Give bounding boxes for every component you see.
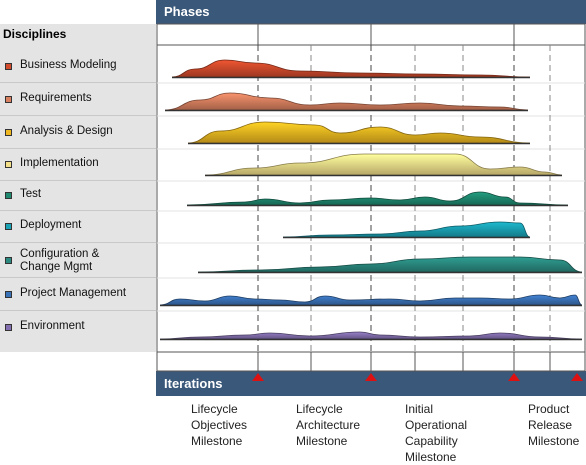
workload-shape: [159, 331, 583, 340]
discipline-row: Business Modeling: [0, 51, 156, 83]
discipline-bullet-icon: [5, 63, 12, 70]
row-divider: [0, 148, 156, 149]
discipline-label: Project Management: [20, 286, 127, 299]
discipline-row: Test: [0, 181, 156, 211]
row-divider: [0, 115, 156, 116]
workload-shape: [159, 294, 583, 306]
workload-shape: [171, 59, 531, 78]
discipline-label: Requirements: [20, 91, 92, 104]
discipline-row: Project Management: [0, 278, 156, 311]
milestone-marker-icon: [365, 373, 377, 381]
disciplines-title: Disciplines: [3, 27, 67, 41]
workload-shape: [164, 92, 529, 111]
discipline-label: Configuration & Change Mgmt: [20, 247, 100, 273]
discipline-bullet-icon: [5, 256, 12, 264]
workload-shape: [204, 153, 563, 176]
discipline-bullet-icon: [5, 290, 12, 298]
milestone-marker-icon: [252, 373, 264, 381]
phases-header-bar: [156, 0, 586, 24]
discipline-row: Environment: [0, 311, 156, 345]
discipline-bullet-icon: [5, 223, 12, 230]
milestone-label: Lifecycle Architecture Milestone: [296, 402, 361, 448]
row-divider: [0, 277, 156, 278]
phases-title: Phases: [164, 4, 210, 19]
iterations-title: Iterations: [164, 376, 223, 391]
discipline-bullet-icon: [5, 192, 12, 199]
workload-shape: [187, 121, 531, 144]
discipline-label: Implementation: [20, 157, 99, 169]
milestone-marker-icon: [571, 373, 583, 381]
discipline-row: Requirements: [0, 83, 156, 116]
workload-shape: [186, 191, 569, 206]
discipline-row: Analysis & Design: [0, 116, 156, 149]
discipline-bullet-icon: [5, 128, 12, 136]
row-divider: [0, 180, 156, 181]
row-divider: [0, 82, 156, 83]
discipline-label: Deployment: [20, 219, 82, 231]
discipline-row: Configuration & Change Mgmt: [0, 243, 156, 278]
discipline-label: Business Modeling: [20, 59, 117, 71]
discipline-label: Analysis & Design: [20, 124, 113, 137]
row-divider: [0, 210, 156, 211]
discipline-row: Deployment: [0, 211, 156, 243]
milestone-label: Lifecycle Objectives Milestone: [191, 402, 248, 448]
disciplines-sidebar: [0, 24, 156, 352]
row-divider: [0, 310, 156, 311]
discipline-label: Environment: [20, 320, 85, 332]
milestone-label: Product Release Milestone: [528, 402, 580, 448]
row-divider: [0, 242, 156, 243]
milestone-marker-icon: [508, 373, 520, 381]
discipline-bullet-icon: [5, 161, 12, 168]
workload-shape: [197, 256, 583, 273]
workload-shape: [282, 221, 531, 238]
discipline-bullet-icon: [5, 324, 12, 331]
discipline-bullet-icon: [5, 95, 12, 103]
discipline-row: Implementation: [0, 149, 156, 181]
discipline-label: Test: [20, 188, 42, 200]
